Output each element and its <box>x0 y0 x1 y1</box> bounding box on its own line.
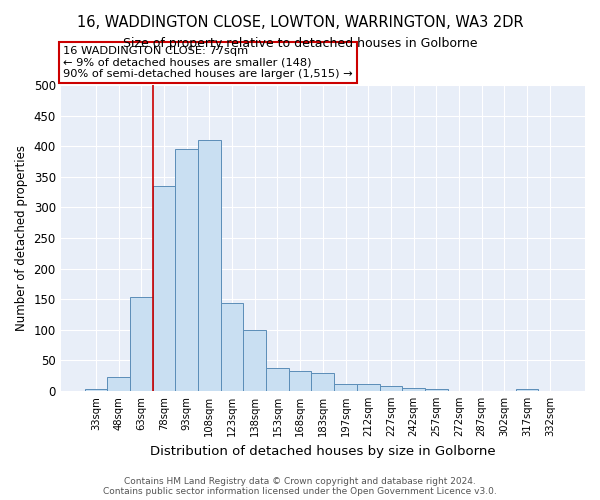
Text: 16 WADDINGTON CLOSE: 77sqm
← 9% of detached houses are smaller (148)
90% of semi: 16 WADDINGTON CLOSE: 77sqm ← 9% of detac… <box>63 46 353 79</box>
Bar <box>85 389 107 391</box>
Bar <box>516 389 538 391</box>
Bar <box>152 186 175 391</box>
Bar <box>130 298 152 391</box>
Bar <box>266 368 289 391</box>
Bar <box>244 330 266 391</box>
Bar <box>334 384 357 391</box>
Bar <box>380 386 402 391</box>
Bar <box>357 384 380 391</box>
Text: Contains HM Land Registry data © Crown copyright and database right 2024.: Contains HM Land Registry data © Crown c… <box>124 477 476 486</box>
Bar <box>175 149 198 391</box>
Bar <box>402 388 425 391</box>
Text: Size of property relative to detached houses in Golborne: Size of property relative to detached ho… <box>123 38 477 51</box>
Bar <box>107 377 130 391</box>
Text: Contains public sector information licensed under the Open Government Licence v3: Contains public sector information licen… <box>103 487 497 496</box>
Bar <box>198 140 221 391</box>
Y-axis label: Number of detached properties: Number of detached properties <box>15 145 28 331</box>
Bar <box>289 370 311 391</box>
Bar <box>311 372 334 391</box>
Text: 16, WADDINGTON CLOSE, LOWTON, WARRINGTON, WA3 2DR: 16, WADDINGTON CLOSE, LOWTON, WARRINGTON… <box>77 15 523 30</box>
Bar <box>425 389 448 391</box>
Bar <box>221 304 244 391</box>
X-axis label: Distribution of detached houses by size in Golborne: Distribution of detached houses by size … <box>150 444 496 458</box>
